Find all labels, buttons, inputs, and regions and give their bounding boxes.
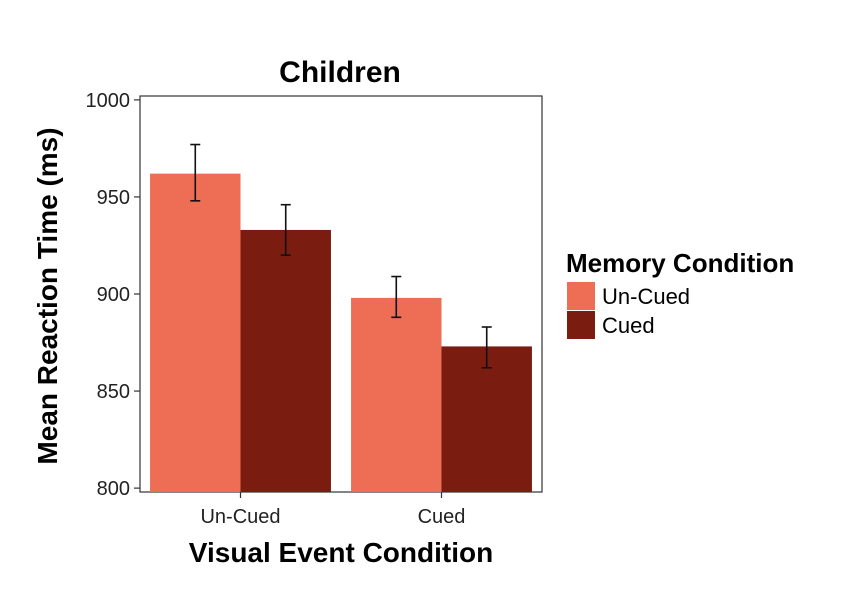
legend-label: Cued (602, 313, 655, 338)
legend: Memory Condition Un-Cued Cued (566, 248, 794, 339)
y-axis-title: Mean Reaction Time (ms) (32, 127, 63, 464)
bar-un-cued-cued (351, 297, 442, 492)
x-axis-title: Visual Event Condition (189, 537, 493, 568)
y-tick-label: 1000 (86, 90, 131, 112)
bar-un-cued-un-cued (150, 173, 241, 492)
bars-layer (150, 173, 532, 493)
x-axis: Un-Cued Cued (200, 492, 465, 528)
chart-title: Children (279, 56, 401, 89)
legend-swatch (567, 282, 595, 310)
x-tick-label: Un-Cued (200, 506, 280, 528)
error-bars-layer (190, 143, 492, 369)
y-tick-label: 800 (97, 478, 130, 500)
bar-cued-un-cued (240, 229, 331, 493)
y-tick-label: 900 (97, 284, 130, 306)
y-tick-label: 950 (97, 187, 130, 209)
y-axis: 800 850 900 950 1000 (86, 90, 140, 500)
legend-title: Memory Condition (566, 248, 794, 278)
legend-label: Un-Cued (602, 284, 690, 309)
x-tick-label: Cued (418, 506, 466, 528)
y-tick-label: 850 (97, 381, 130, 403)
legend-swatch (567, 311, 595, 339)
bar-cued-cued (441, 346, 532, 492)
